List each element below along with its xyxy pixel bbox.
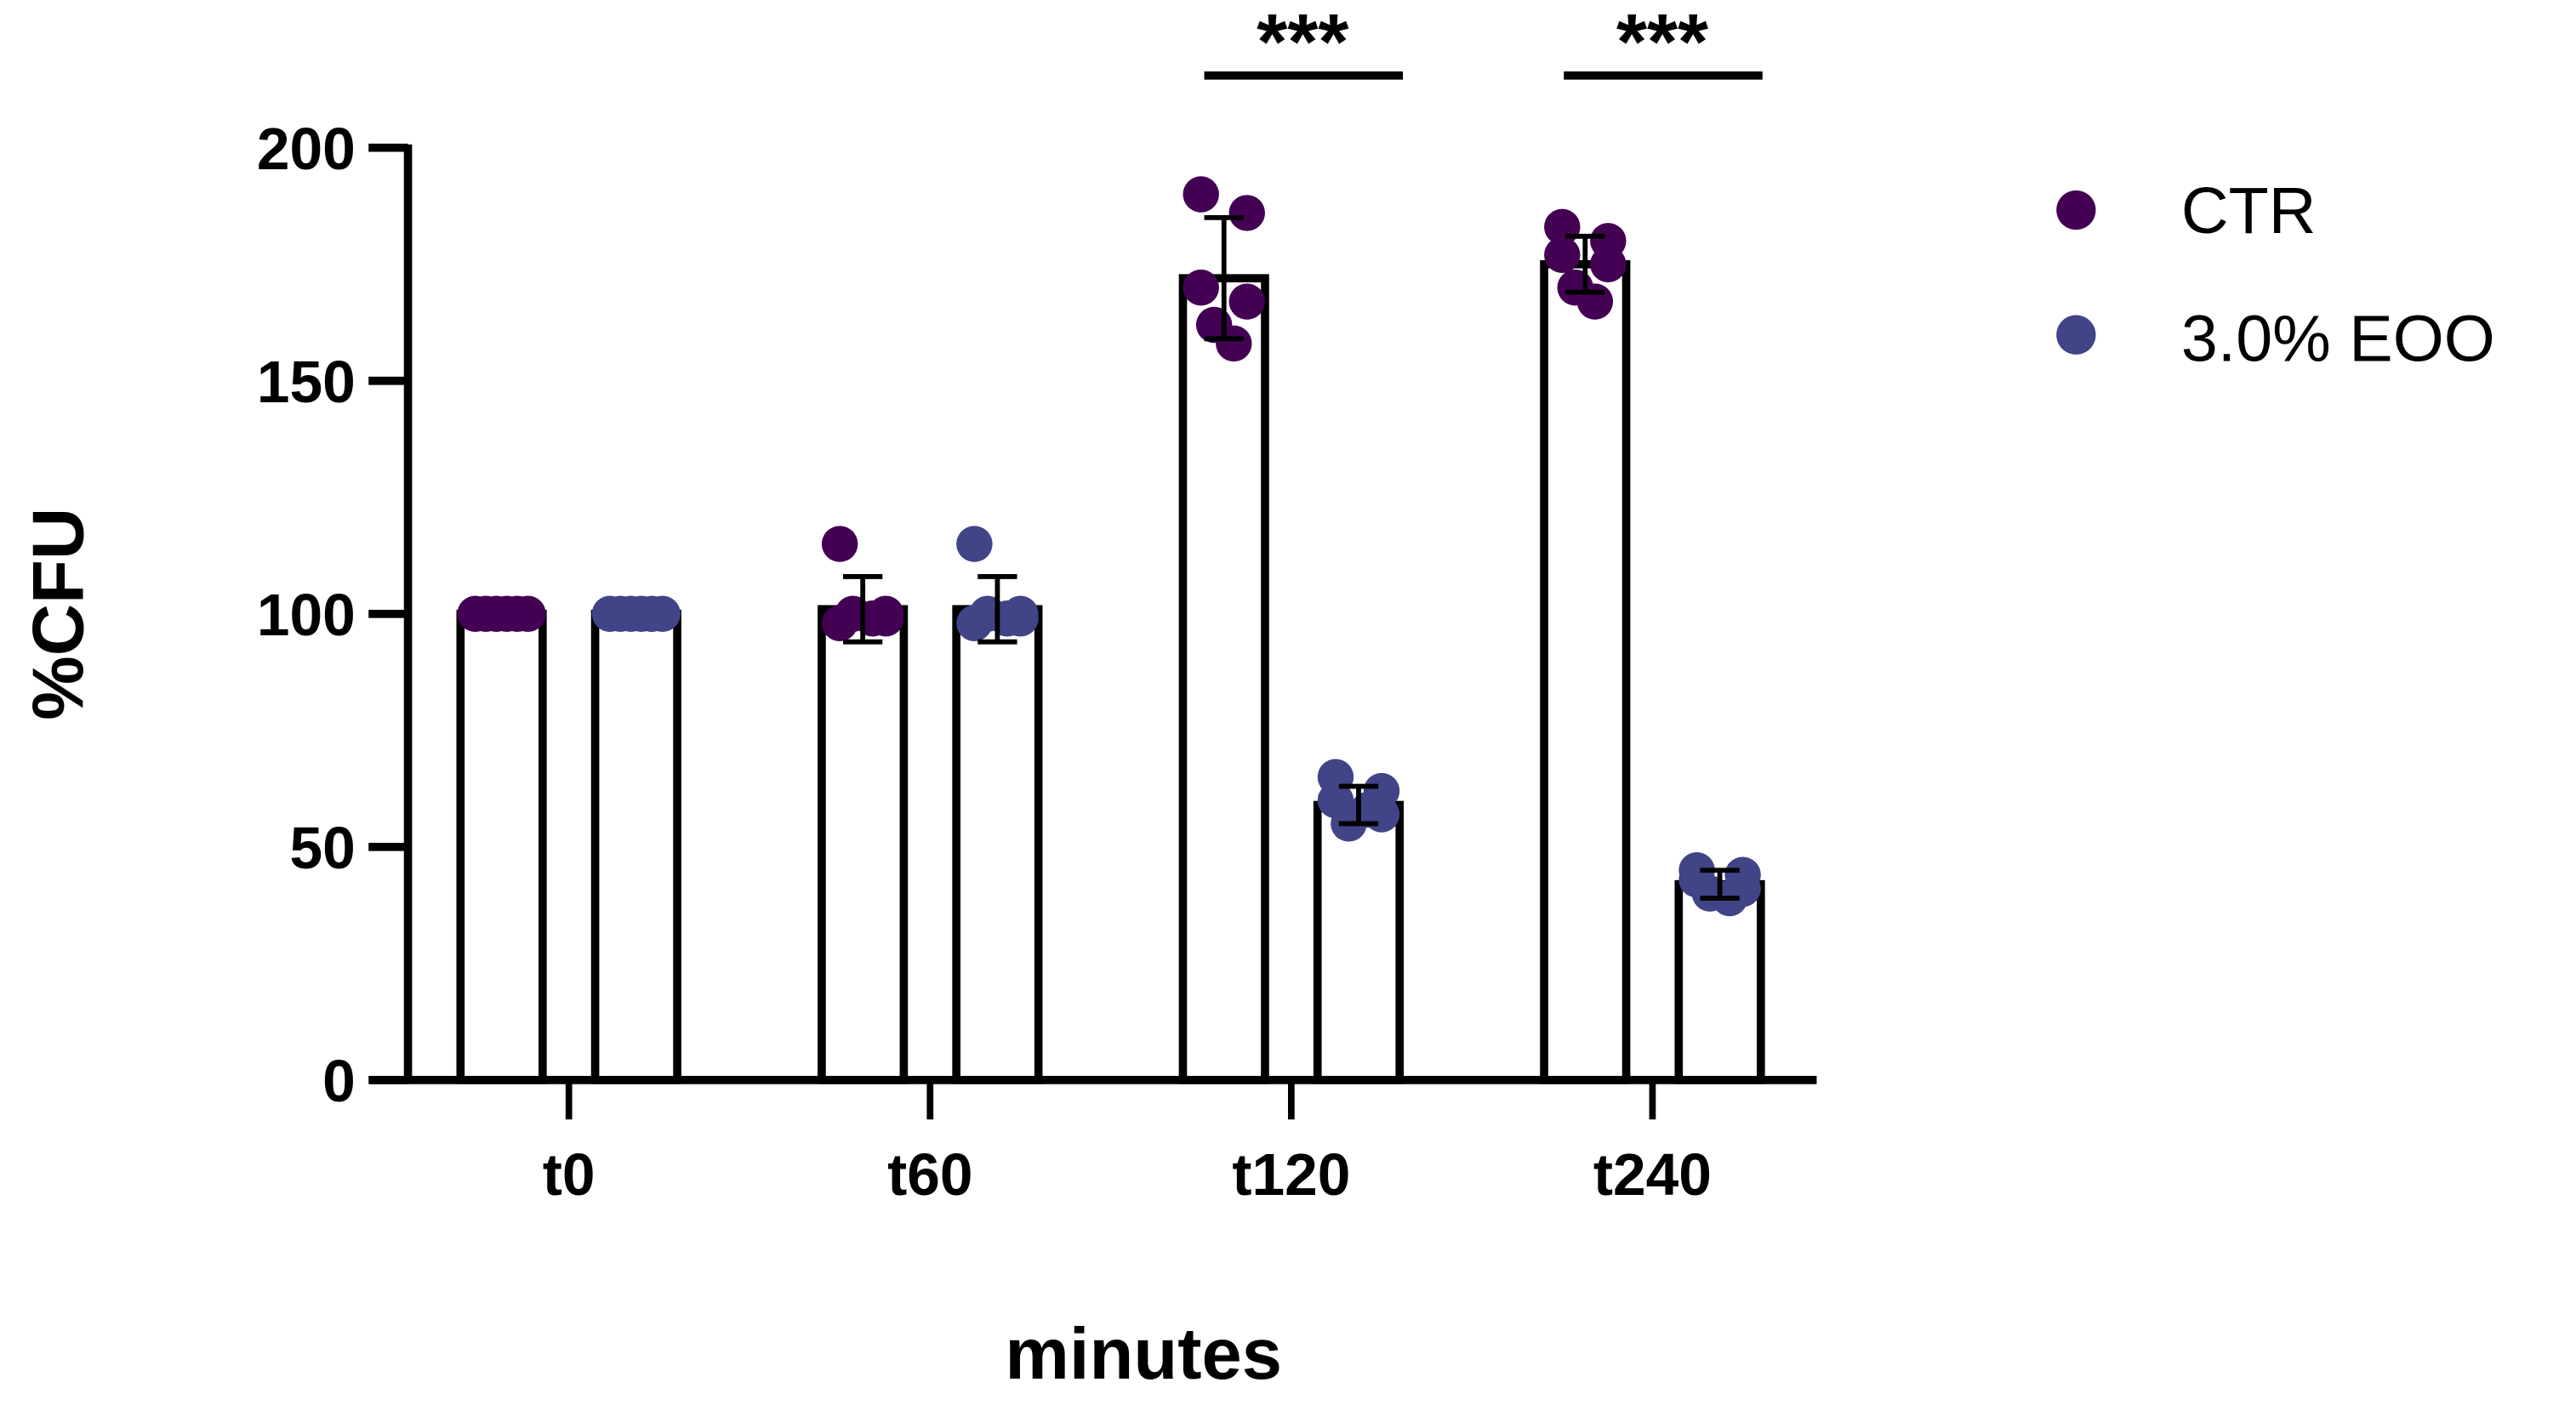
bar-group-t0-eoo xyxy=(590,595,681,1084)
data-point xyxy=(989,600,1026,637)
legend-label-ctr: CTR xyxy=(2181,174,2317,247)
data-point xyxy=(821,526,858,562)
x-axis: t0 t60 t120 t240 minutes xyxy=(370,1076,1817,1394)
bar xyxy=(456,609,547,1084)
y-tick-label: 200 xyxy=(257,116,356,182)
bar xyxy=(952,605,1043,1084)
significance-t120: *** xyxy=(1257,0,1348,86)
bar-group-t120-eoo xyxy=(1313,759,1405,1084)
legend-marker-eoo xyxy=(2056,315,2096,355)
plot-area xyxy=(456,176,1765,1084)
data-point xyxy=(510,595,546,633)
x-axis-title: minutes xyxy=(1005,1313,1282,1394)
legend: CTR 3.0% EOO xyxy=(2056,174,2495,376)
significance-annotations: *** *** xyxy=(1204,0,1763,86)
data-point xyxy=(854,600,891,637)
legend-item-ctr: CTR xyxy=(2056,174,2317,247)
legend-label-eoo: 3.0% EOO xyxy=(2181,303,2495,376)
bar xyxy=(1178,274,1269,1084)
data-point xyxy=(1590,246,1627,282)
y-tick-label: 100 xyxy=(257,582,356,648)
y-tick-label: 150 xyxy=(257,349,356,415)
data-point xyxy=(644,595,681,633)
bar-group-t240-ctr xyxy=(1540,208,1631,1084)
x-tick-label: t240 xyxy=(1593,1141,1712,1208)
bar xyxy=(1674,879,1765,1084)
y-tick-label: 50 xyxy=(290,815,356,881)
y-axis: 0 50 100 150 200 %CFU xyxy=(17,116,413,1114)
data-point xyxy=(1576,283,1614,320)
legend-item-eoo: 3.0% EOO xyxy=(2056,303,2495,376)
x-tick-label: t60 xyxy=(887,1141,972,1208)
bar-group-t60-eoo xyxy=(952,526,1043,1084)
data-point xyxy=(1228,283,1265,320)
bar xyxy=(1313,800,1405,1084)
bar-group-t0-ctr xyxy=(456,595,547,1084)
data-point xyxy=(1216,325,1252,362)
data-point xyxy=(1183,176,1219,213)
legend-marker-ctr xyxy=(2056,190,2096,230)
data-point xyxy=(1544,236,1581,273)
bar-group-t120-ctr xyxy=(1178,176,1269,1084)
data-point xyxy=(956,526,993,562)
x-tick-label: t0 xyxy=(543,1141,596,1208)
y-axis-title: %CFU xyxy=(17,508,98,720)
bar-group-t60-ctr xyxy=(818,526,909,1084)
bar xyxy=(590,609,681,1084)
data-point xyxy=(1183,269,1219,306)
y-tick-label: 0 xyxy=(322,1048,356,1114)
data-point xyxy=(1228,195,1265,231)
bar xyxy=(818,605,909,1084)
x-tick-label: t120 xyxy=(1232,1141,1350,1208)
significance-t240: *** xyxy=(1616,0,1708,86)
bar-group-t240-eoo xyxy=(1674,852,1765,1084)
bar xyxy=(1540,259,1631,1084)
